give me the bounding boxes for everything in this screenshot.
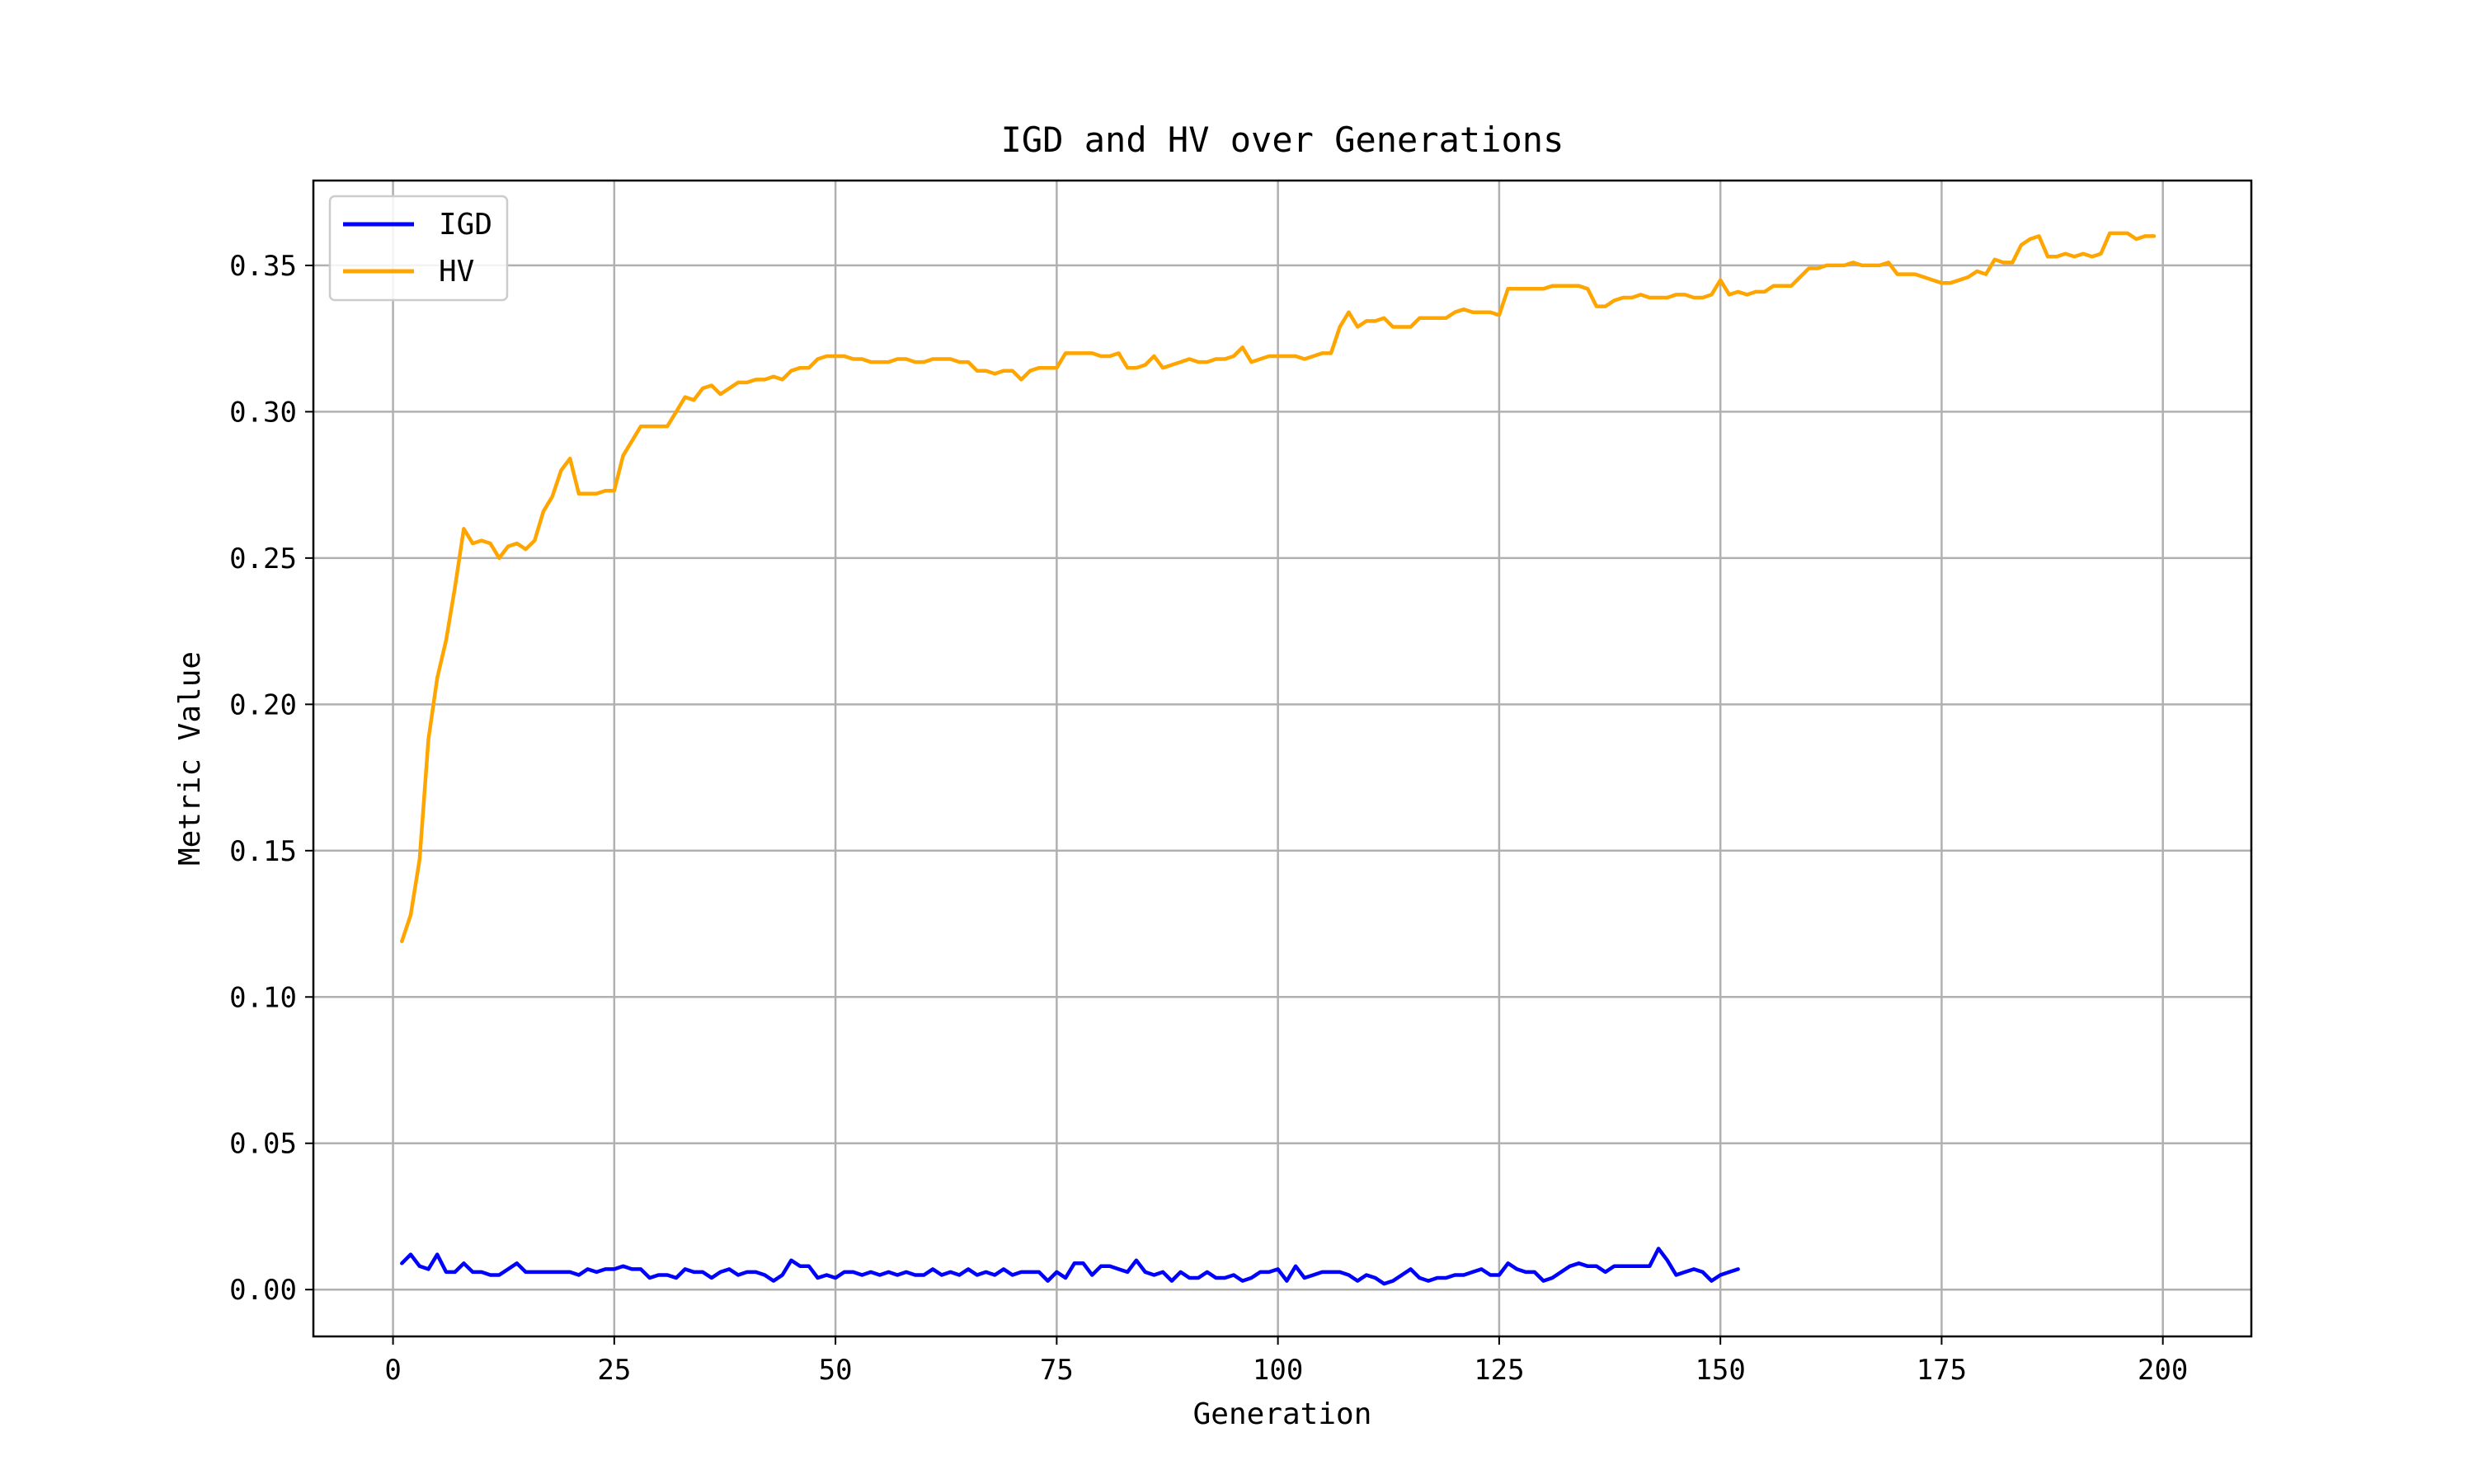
x-tick-label: 150 [1695, 1354, 1745, 1387]
y-tick-label: 0.35 [229, 250, 297, 283]
y-axis-ticks: 0.00 0.05 0.10 0.15 0.20 0.25 0.30 0.35 [229, 250, 313, 1307]
x-tick-label: 0 [384, 1354, 401, 1387]
series-lines [400, 231, 2157, 1286]
x-tick-label: 25 [597, 1354, 631, 1387]
legend-label-hv: HV [439, 255, 474, 289]
y-tick-label: 0.30 [229, 396, 297, 429]
x-tick-label: 100 [1253, 1354, 1303, 1387]
y-tick-label: 0.05 [229, 1128, 297, 1161]
series-line-igd [400, 1247, 1740, 1286]
y-tick-label: 0.25 [229, 542, 297, 575]
x-tick-label: 125 [1474, 1354, 1524, 1387]
legend-label-igd: IGD [439, 208, 492, 242]
y-tick-label: 0.15 [229, 835, 297, 868]
y-axis-label: Metric Value [173, 651, 207, 866]
x-axis-ticks: 0 25 50 75 100 125 150 175 200 [384, 1336, 2188, 1387]
x-axis-label: Generation [1193, 1397, 1372, 1431]
grid-lines [313, 181, 2251, 1336]
x-tick-label: 75 [1040, 1354, 1074, 1387]
x-tick-label: 50 [819, 1354, 853, 1387]
legend: IGD HV [328, 195, 509, 302]
y-tick-label: 0.10 [229, 981, 297, 1014]
y-tick-label: 0.20 [229, 688, 297, 721]
plot-area-frame [312, 179, 2253, 1338]
series-line-hv [400, 231, 2157, 944]
x-tick-label: 200 [2138, 1354, 2188, 1387]
y-tick-label: 0.00 [229, 1274, 297, 1307]
x-tick-label: 175 [1917, 1354, 1967, 1387]
chart-title: IGD and HV over Generations [1001, 120, 1564, 160]
